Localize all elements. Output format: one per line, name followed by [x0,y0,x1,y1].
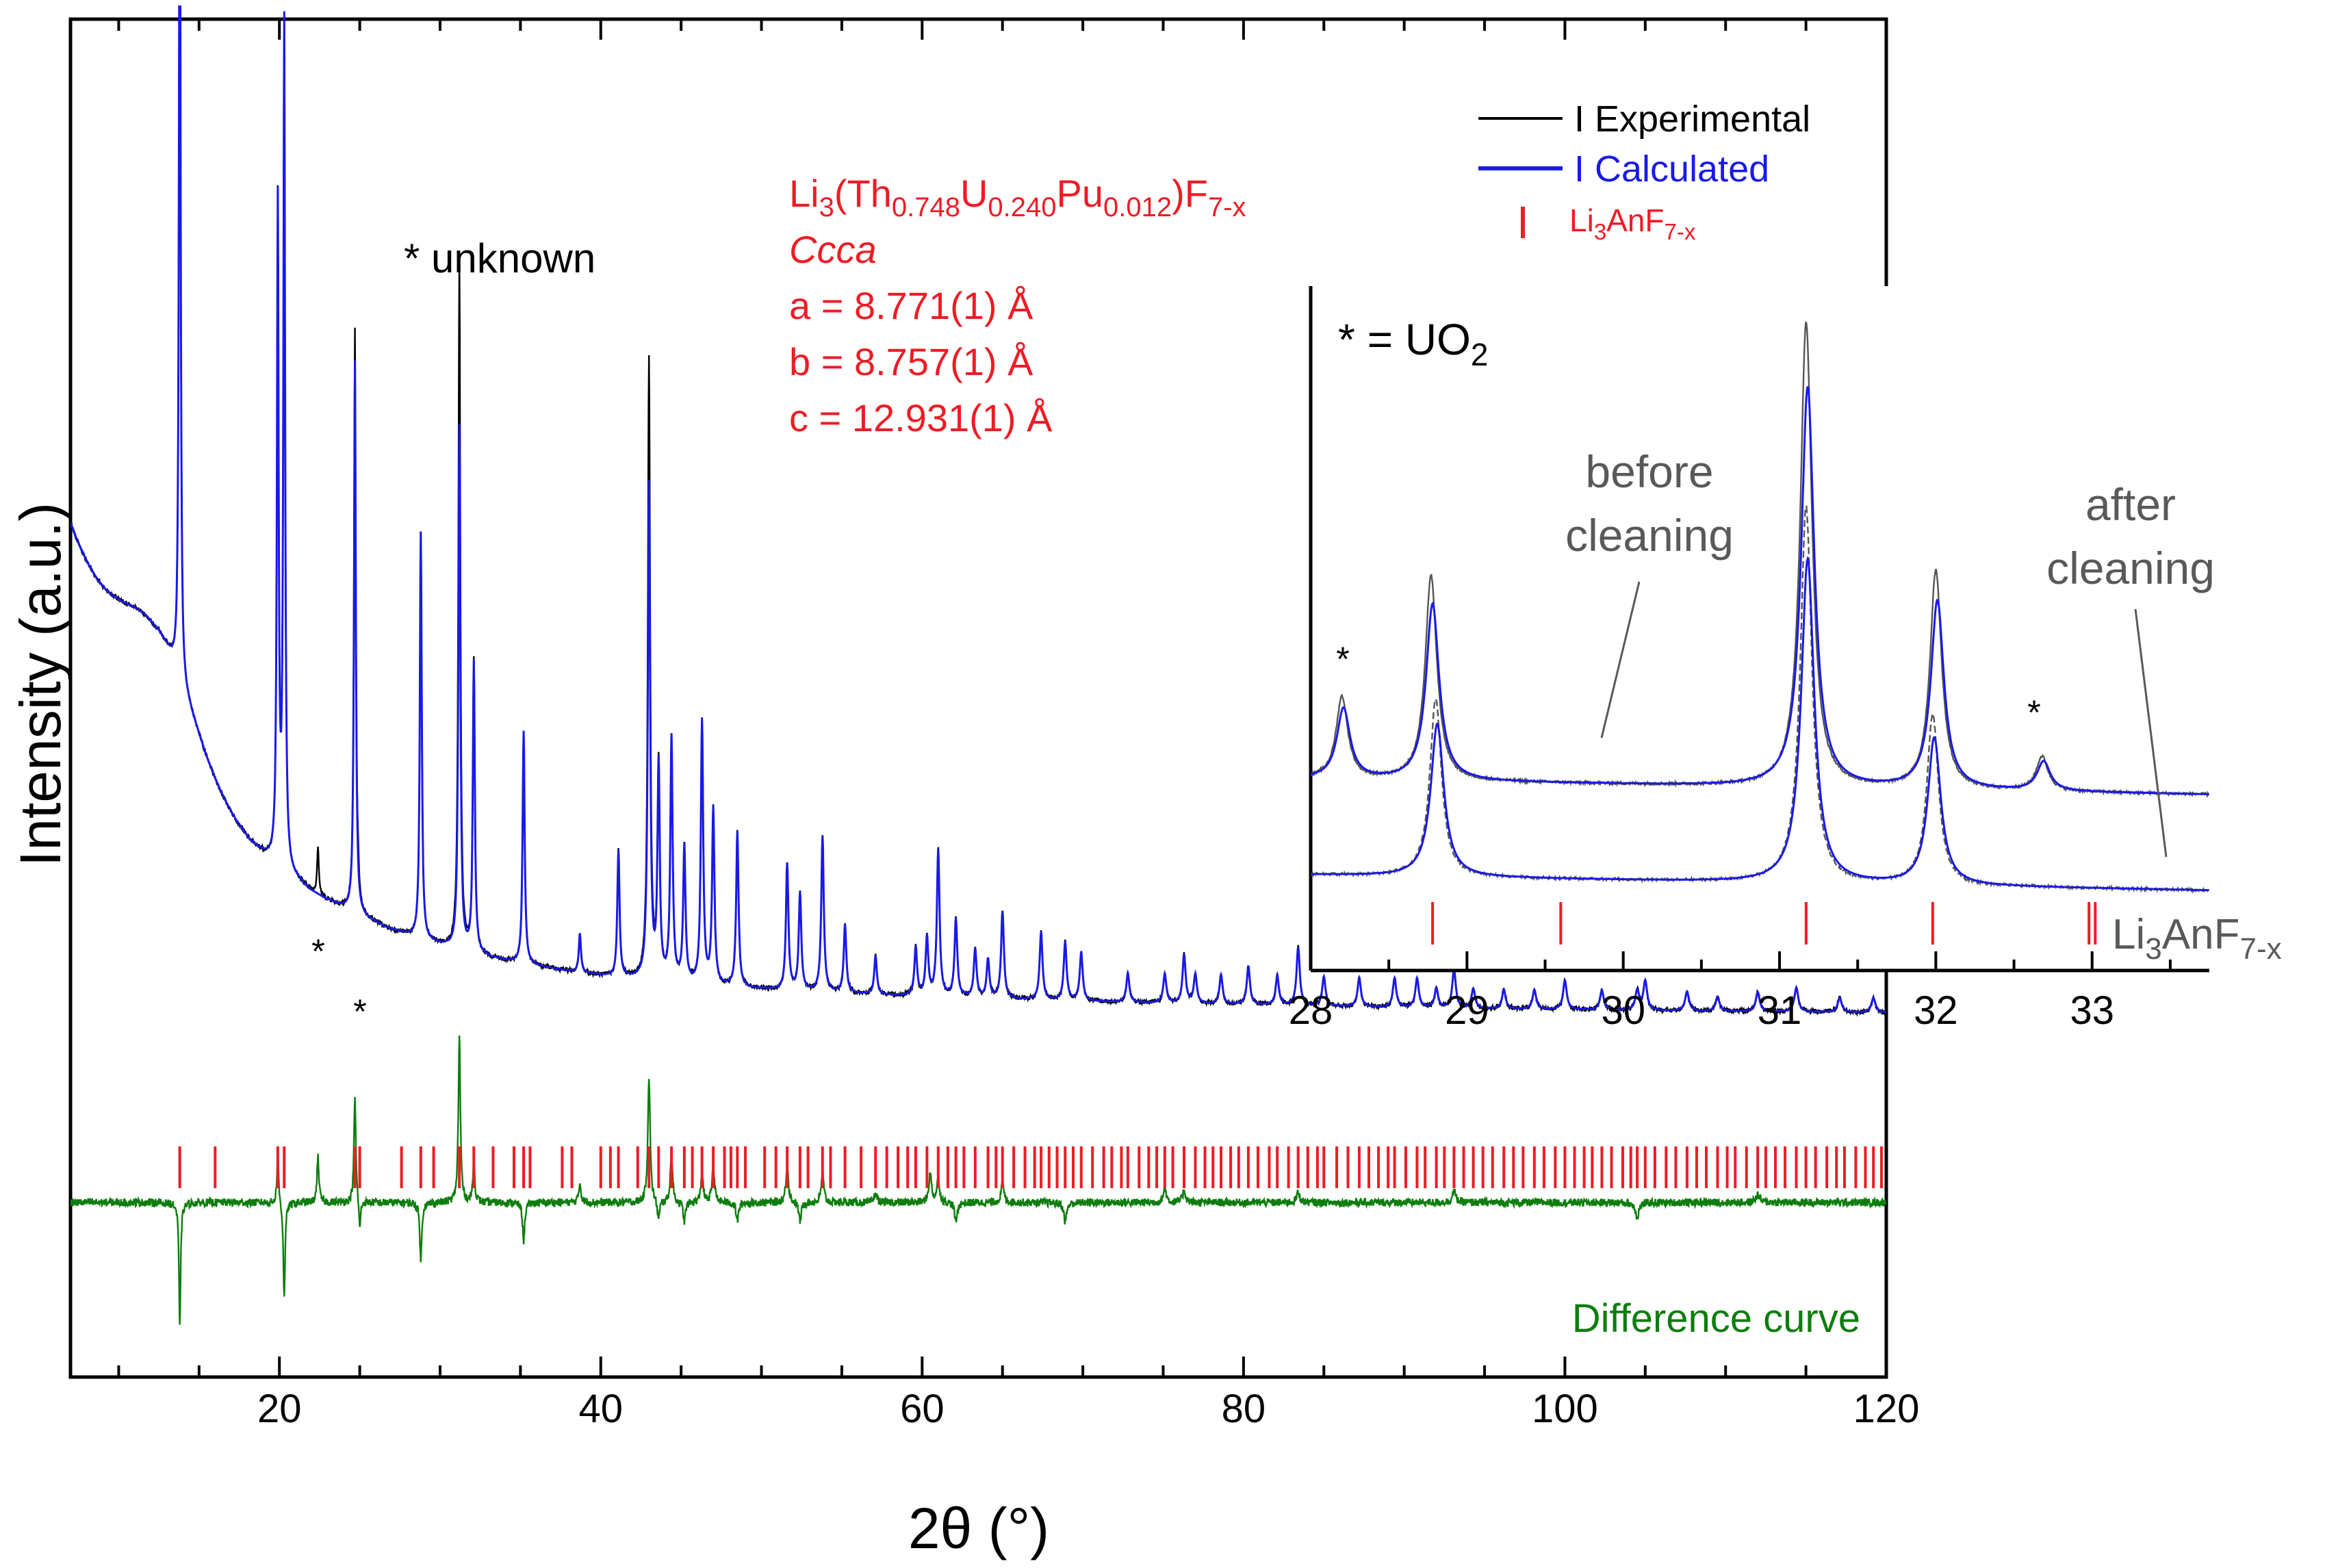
y-axis-label: Intensity (a.u.) [8,502,73,866]
after-cleaning-label-line2: cleaning [2046,543,2215,593]
inset-x-tick-labels: 28 29 30 31 32 33 [1289,988,2114,1033]
main-reflection-ticks [178,1146,1883,1188]
inset-x-tick-label: 32 [1914,988,1958,1033]
space-group: Ccca [789,228,877,271]
before-cleaning-pointer [1600,581,1641,738]
inset-reflection-ticks [1431,902,2097,944]
inset-traces [1311,321,2209,895]
inset-chart: 28 29 30 31 32 33 * = UO2 * * before cleaning… [1289,286,2282,1033]
phase-formula: Li3(Th0.748U0.240Pu0.012)F7-x [789,172,1246,222]
inset-title: * = UO2 [1338,315,1488,372]
after-cleaning-pointer [2134,608,2168,858]
cell-parameter-b: b = 8.757(1) Å [789,340,1033,383]
inset-x-tick-label: 31 [1758,988,1802,1033]
main-plot-traces [70,5,1886,1325]
inset-uo2-star-1: * [1336,640,1349,678]
before-cleaning-label-line1: before [1585,446,1713,497]
difference-trace [70,1035,1886,1325]
before-cleaning-label-line2: cleaning [1565,510,1734,561]
legend: I Experimental I Calculated Li3AnF7-x [1478,99,1810,244]
x-tick-label: 80 [1222,1387,1266,1431]
inset-axis-ticks [1309,951,2172,971]
x-axis-label: 2θ (°) [908,1496,1049,1560]
inset-background [1311,286,2209,972]
x-tick-label: 40 [579,1387,624,1431]
difference-curve-label: Difference curve [1572,1296,1860,1341]
main-x-tick-labels: 20 40 60 80 100 120 [257,1387,1919,1431]
legend-label-experimental: I Experimental [1574,99,1810,140]
unknown-note: * unknown [404,235,595,281]
inset-uo2-star-2: * [2027,693,2040,732]
inset-x-tick-label: 30 [1601,988,1645,1033]
x-tick-label: 60 [900,1387,945,1431]
unknown-peak-star-2: * [353,992,366,1031]
unknown-peak-star-1: * [311,932,324,971]
inset-x-tick-label: 33 [2070,988,2114,1033]
main-axis-ticks [117,19,1888,1377]
cell-parameter-a: a = 8.771(1) Å [789,284,1033,327]
inset-x-tick-label: 28 [1289,988,1333,1033]
inset-calculated-trace [1311,386,2209,795]
x-tick-label: 100 [1532,1387,1598,1431]
inset-calculated-trace [1311,555,2209,892]
cell-parameter-c: c = 12.931(1) Å [789,396,1053,439]
calculated-trace [70,5,1886,1014]
x-tick-label: 120 [1853,1387,1920,1431]
legend-label-phase: Li3AnF7-x [1569,203,1696,244]
legend-label-calculated: I Calculated [1574,149,1769,190]
inset-phase-label: Li3AnF7-x [2112,911,2282,966]
x-tick-label: 20 [257,1387,302,1431]
inset-x-tick-label: 29 [1445,988,1489,1033]
after-cleaning-label-line1: after [2085,479,2176,530]
